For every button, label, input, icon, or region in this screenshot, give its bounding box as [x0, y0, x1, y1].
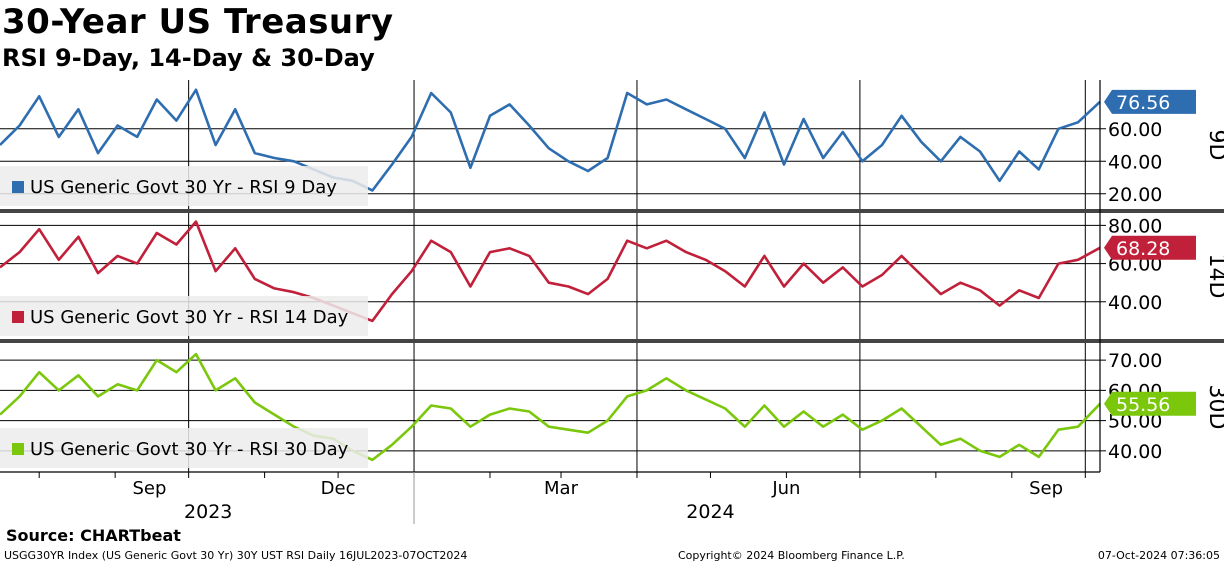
legend-swatch: [12, 311, 24, 323]
last-value-badge: [1104, 235, 1196, 260]
x-year-label: 2023: [184, 501, 232, 523]
y-tick-label: 40.00: [1108, 151, 1162, 173]
chart-title: 30-Year US Treasury: [2, 2, 394, 42]
x-month-label: Mar: [544, 478, 579, 499]
x-month-label: Jun: [771, 478, 800, 499]
last-value-label: 55.56: [1116, 394, 1170, 416]
source-note: Source: CHARTbeat: [6, 526, 181, 545]
footer-timestamp: 07-Oct-2024 07:36:05: [1097, 549, 1220, 562]
legend-box: [0, 296, 368, 336]
legend-label: US Generic Govt 30 Yr - RSI 9 Day: [30, 177, 337, 198]
last-value-badge: [1104, 391, 1196, 416]
series-line-9D: [0, 88, 1101, 192]
last-value-label: 76.56: [1116, 92, 1170, 114]
last-value-label: 68.28: [1116, 238, 1170, 260]
x-month-label: Sep: [132, 478, 166, 499]
legend-box: [0, 428, 368, 468]
series-line-14D: [0, 220, 1101, 323]
legend-swatch: [12, 443, 24, 455]
y-tick-label: 40.00: [1108, 292, 1162, 314]
legend-swatch: [12, 181, 24, 193]
footer-index-info: USGG30YR Index (US Generic Govt 30 Yr) 3…: [4, 549, 468, 562]
legend-label: US Generic Govt 30 Yr - RSI 30 Day: [30, 439, 349, 460]
y-tick-label: 20.00: [1108, 184, 1162, 206]
legend-label: US Generic Govt 30 Yr - RSI 14 Day: [30, 307, 349, 328]
chart-subtitle: RSI 9-Day, 14-Day & 30-Day: [2, 44, 375, 72]
panel-label: 30D: [1204, 385, 1224, 430]
y-tick-label: 60.00: [1108, 119, 1162, 141]
series-line-30D: [0, 352, 1101, 462]
y-tick-label: 80.00: [1108, 215, 1162, 237]
x-month-label: Dec: [321, 478, 356, 499]
panel-label: 9D: [1204, 130, 1224, 161]
y-tick-label: 40.00: [1108, 441, 1162, 463]
footer-copyright: Copyright© 2024 Bloomberg Finance L.P.: [678, 549, 905, 562]
last-value-badge: [1104, 89, 1196, 114]
legend-box: [0, 166, 368, 206]
panel-separator: [0, 339, 1224, 343]
y-tick-label: 50.00: [1108, 411, 1162, 433]
x-year-label: 2024: [686, 501, 734, 523]
panel-label: 14D: [1204, 254, 1224, 299]
x-month-label: Sep: [1029, 478, 1063, 499]
y-tick-label: 70.00: [1108, 350, 1162, 372]
panel-separator: [0, 209, 1224, 213]
